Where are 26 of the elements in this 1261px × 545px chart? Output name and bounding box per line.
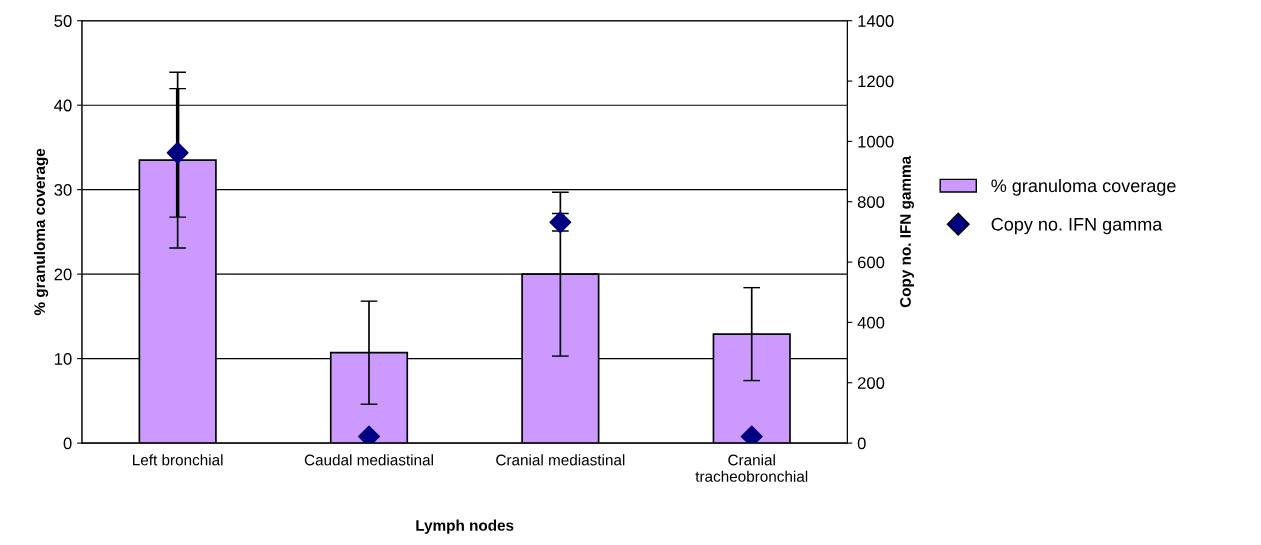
y-tick-label: 40: [54, 99, 72, 112]
y2-tick-label: 0: [857, 437, 866, 450]
point: [166, 141, 189, 164]
point: [740, 425, 763, 444]
legend-label: % granuloma coverage: [991, 178, 1176, 196]
x-tick-label: Cranial tracheobronchial: [695, 454, 808, 482]
y-axis-title: % granuloma coverage: [33, 148, 49, 316]
y2-tick-label: 1000: [858, 135, 894, 148]
y2-tick-label: 400: [857, 316, 885, 329]
x-axis-title: Lymph nodes: [416, 519, 514, 534]
x-tick-label: Caudal mediastinal: [304, 454, 433, 466]
y-tick-label: 30: [54, 184, 72, 196]
y2-tick-label: 600: [857, 256, 885, 269]
x-tick-label: Cranial mediastinal: [496, 454, 625, 466]
y-tick-label: 0: [63, 437, 72, 450]
y-tick-label: 10: [54, 353, 72, 365]
y2-tick-label: 1400: [858, 15, 894, 27]
y2-tick-label: 800: [857, 196, 885, 208]
x-tick-label: Left bronchial: [133, 454, 223, 466]
legend-label: Copy no. IFN gamma: [991, 217, 1163, 235]
y-tick-label: 50: [54, 15, 72, 27]
y2-axis-title: Copy no. IFN gamma: [900, 155, 914, 308]
y-tick-label: 20: [54, 268, 72, 281]
y2-tick-label: 200: [857, 377, 885, 389]
point: [358, 425, 380, 444]
y2-tick-label: 1200: [858, 75, 894, 88]
